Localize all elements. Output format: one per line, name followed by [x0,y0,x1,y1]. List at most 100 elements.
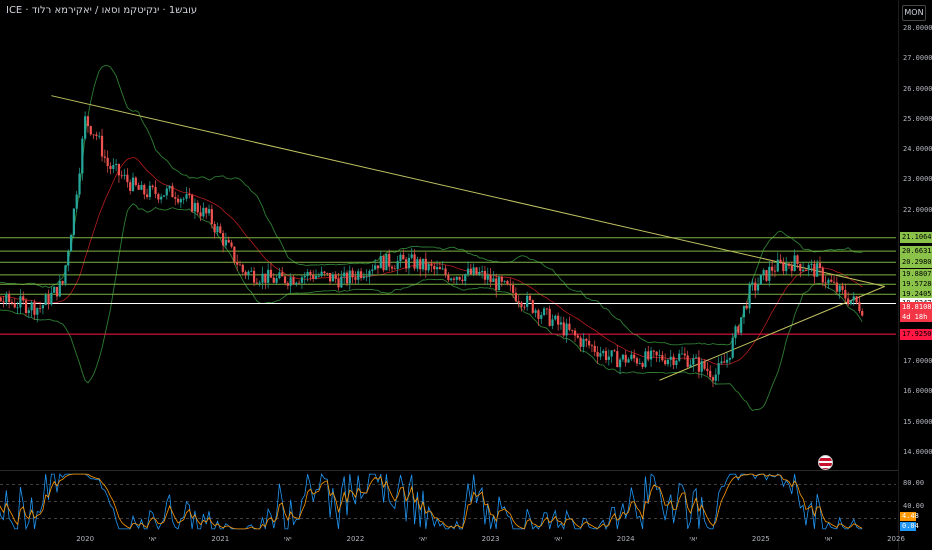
time-tick-label: 2021 [211,535,230,543]
candle-body [343,272,346,277]
candle-body [10,302,14,304]
candle-body [207,209,211,214]
candle-body [103,156,106,158]
candle-body [191,195,194,212]
candle-body [649,350,653,360]
candle-body [827,279,830,284]
candle-body [427,263,430,271]
candle-body [202,207,205,217]
candle-body [365,276,368,278]
candle-body [745,305,748,309]
bollinger-lower [0,203,863,412]
candle-body [396,261,399,269]
candle-body [236,261,239,265]
time-tick-label: 2026 [887,535,905,543]
candle-body [852,296,855,301]
candle-body [24,300,28,313]
candle-body [252,270,256,283]
candle-body [486,274,489,280]
candle-body [368,270,371,277]
candle-body [542,308,546,316]
candle-body [382,256,385,271]
candle-body [100,135,104,157]
candle-body [22,296,25,301]
candle-body [160,196,163,200]
candle-body [481,270,484,273]
candle-body [545,308,548,310]
candle-body [222,233,225,246]
candle-body [723,361,726,363]
candle-body [129,182,132,191]
candle-body [154,187,157,194]
candle-body [818,263,822,268]
candle-body [514,292,518,302]
candle-body [799,263,802,272]
price-tick-label: 26.00000 [903,84,932,93]
candle-body [354,277,357,280]
price-tick-label: 24.00000 [903,145,932,154]
candle-body [371,269,374,271]
candle-body [81,138,84,174]
candle-body [832,281,836,283]
candle-body [751,282,754,285]
candle-body [115,163,118,166]
candle-body [295,282,298,285]
candle-body [168,185,171,189]
candle-body [340,276,343,288]
candles [0,111,864,388]
candle-body [402,254,405,260]
candle-body [787,263,791,266]
candle-body [298,282,301,284]
candle-body [41,305,45,309]
candle-body [165,188,168,196]
candle-body [466,268,470,275]
candle-body [618,359,622,368]
candle-body [641,363,644,367]
candle-body [230,242,233,247]
candle-body [410,254,413,258]
candle-body [98,135,101,137]
candle-body [469,268,472,275]
candle-body [188,194,191,196]
pane-separator[interactable] [0,470,898,471]
candle-body [450,278,453,281]
candle-body [830,279,833,282]
candle-body [520,302,523,307]
candle-body [199,212,202,217]
candle-body [390,266,394,269]
candle-body [5,293,8,303]
candle-body [430,263,433,266]
unit-button[interactable]: MON [902,5,926,21]
candle-body [655,351,658,356]
candle-body [616,351,619,368]
candle-body [176,198,180,203]
candle-body [16,307,19,309]
candle-body [123,174,126,176]
candle-body [267,269,270,283]
candle-body [8,293,11,303]
candle-body [357,271,360,280]
candle-body [233,246,236,262]
candle-body [283,276,287,284]
candle-body [728,357,731,360]
candle-body [224,239,228,246]
candle-body [841,285,844,290]
candle-body [210,209,213,225]
candle-body [492,278,495,283]
candle-body [272,277,275,283]
candle-body [89,126,92,135]
candle-body [67,251,70,266]
candle-body [419,259,422,270]
candle-body [69,234,73,252]
candle-body [55,286,59,297]
time-tick-label: 2022 [346,535,365,543]
candle-body [106,157,109,166]
oscillator-tick-label: 80.00 [903,479,925,488]
us-flag-icon[interactable] [818,455,833,470]
price-tick-label: 28.00000 [903,24,932,33]
candle-body [635,358,639,364]
candle-body [771,266,774,271]
candle-body [441,268,444,270]
